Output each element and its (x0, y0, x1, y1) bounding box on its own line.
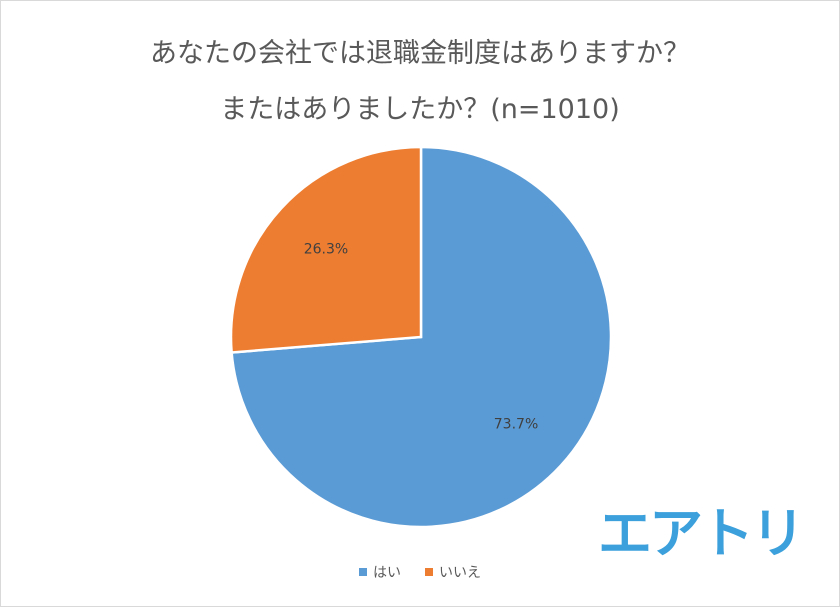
data-label-no: 26.3% (304, 241, 348, 257)
legend-item-no: いいえ (425, 562, 481, 582)
legend-label-yes: はい (373, 565, 401, 581)
chart-title-line-2: またはありましたか？(n=1010) (220, 94, 620, 125)
legend-swatch-no (425, 568, 433, 576)
pie-slices (229, 145, 613, 529)
chart-legend: はい いいえ (0, 562, 840, 582)
legend-swatch-yes (359, 568, 367, 576)
data-label-yes: 73.7% (494, 417, 538, 433)
legend-item-yes: はい (359, 562, 401, 582)
pie-slice-no (229, 145, 423, 354)
legend-label-no: いいえ (439, 565, 481, 581)
eatri-logo: エアトリ (598, 502, 805, 565)
chart-title-line-1: あなたの会社では退職金制度はありますか？ (150, 38, 690, 69)
chart-title: あなたの会社では退職金制度はありますか？ またはありましたか？(n=1010) (0, 26, 840, 138)
pie-data-labels: 73.7% 26.3% (304, 241, 539, 432)
